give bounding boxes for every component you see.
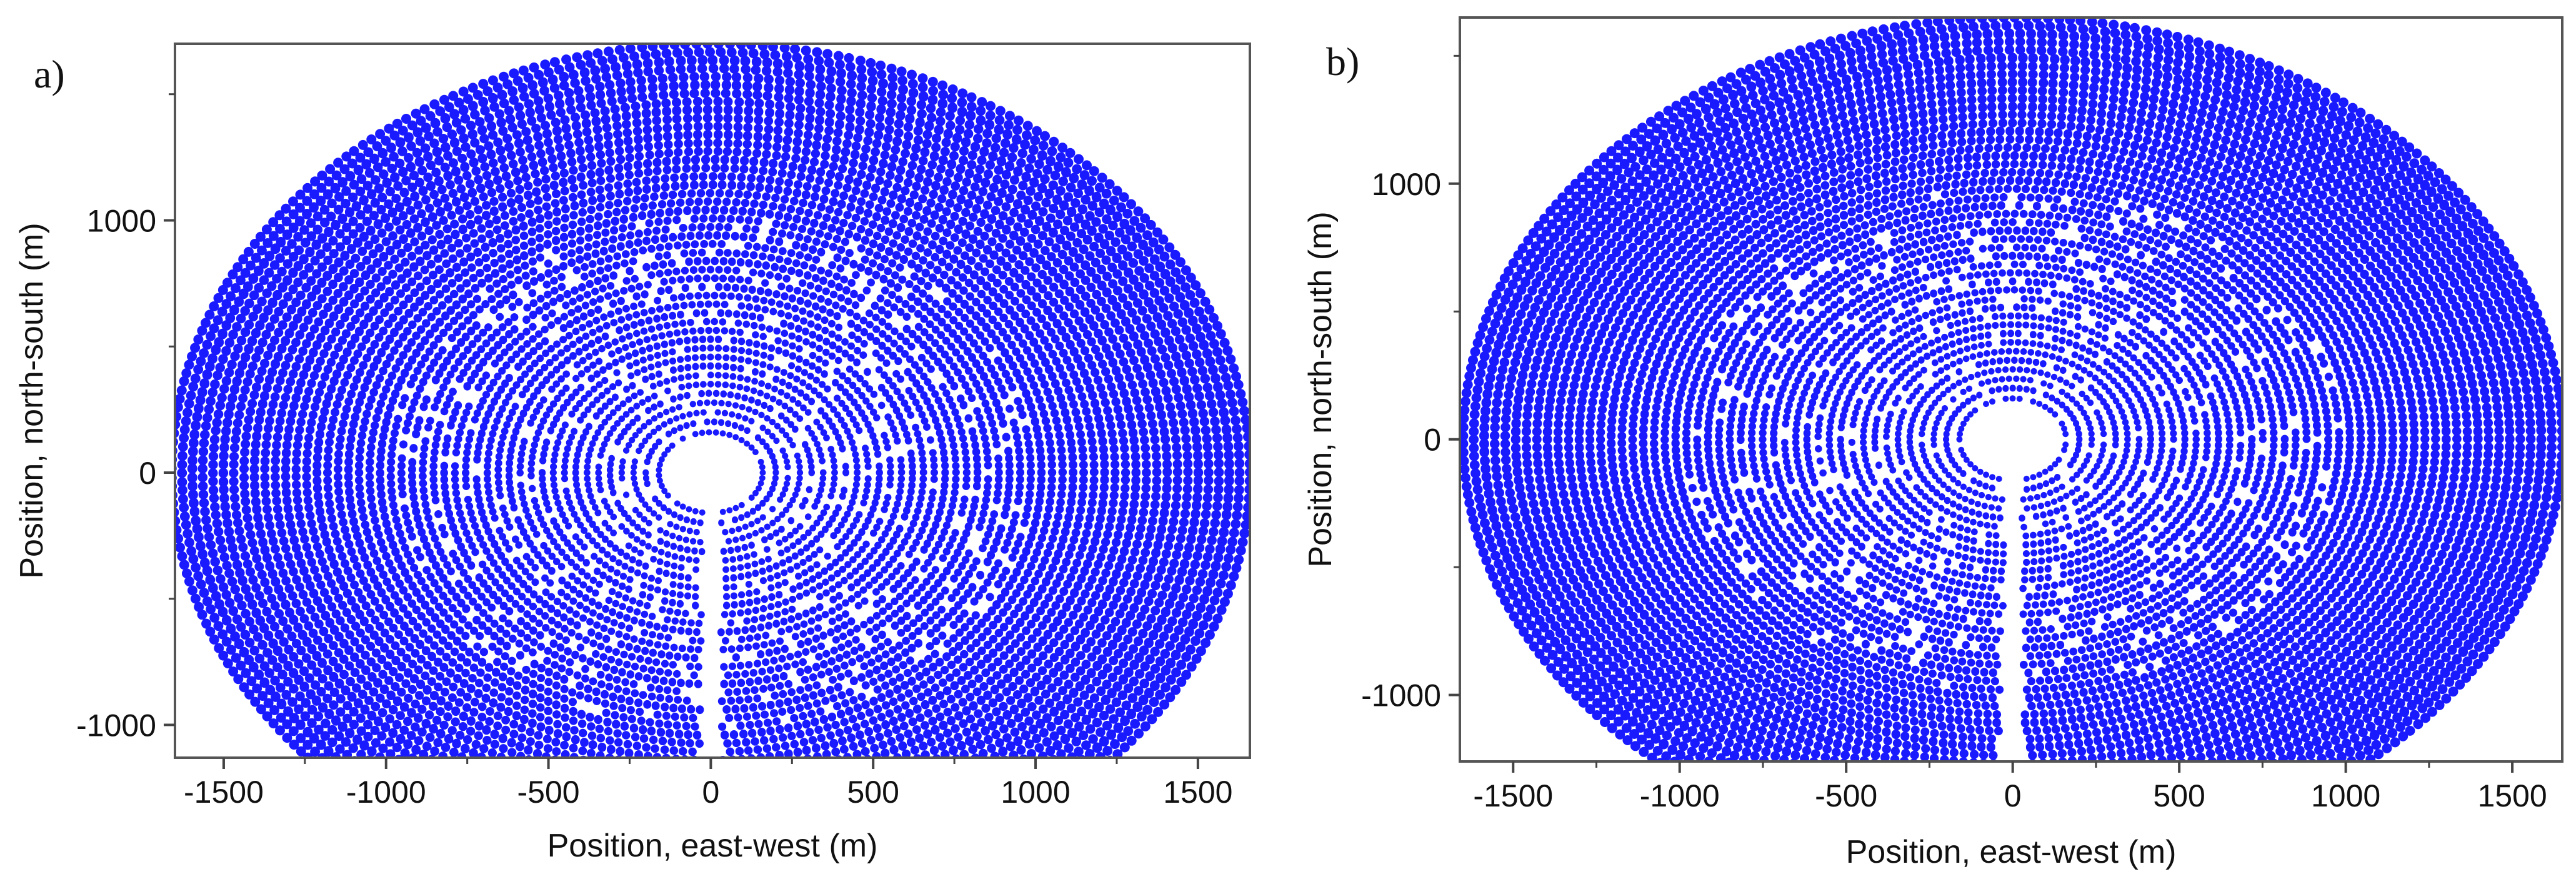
x-tick-label: 1500 xyxy=(2477,778,2547,813)
x-tick-label: -1000 xyxy=(1640,778,1720,813)
x-tick-label: -500 xyxy=(1815,778,1877,813)
x-tick-label: -1000 xyxy=(346,775,426,810)
y-tick-label: 1000 xyxy=(1372,167,1441,202)
y-tick-label: 0 xyxy=(1424,423,1441,458)
x-tick-label: 1500 xyxy=(1163,775,1232,810)
x-tick-label: 1000 xyxy=(2311,778,2380,813)
y-tick-label: 0 xyxy=(139,456,156,491)
y-axis-title: Position, north-south (m) xyxy=(1302,211,1339,567)
chart-b-svg: b) -1500 -1000 -500 0 500 1000 1500 -1000 0 1000 P… xyxy=(1287,0,2576,879)
panel-label-b: b) xyxy=(1326,39,1359,84)
y-tick-label: -1000 xyxy=(1361,678,1441,713)
x-tick-label: 500 xyxy=(2153,778,2205,813)
x-tick-label: -500 xyxy=(517,775,580,810)
x-tick-label: -1500 xyxy=(1473,778,1553,813)
chart-panel-a: a) -1500 -1000 -500 0 500 1000 1500 -1000 0 1000 P… xyxy=(0,0,1287,879)
x-axis-title: Position, east-west (m) xyxy=(547,828,878,864)
x-axis-title: Position, east-west (m) xyxy=(1846,834,2177,870)
x-tick-label: 500 xyxy=(847,775,899,810)
x-tick-label: 0 xyxy=(2004,778,2022,813)
tower-hole xyxy=(1969,409,2056,470)
x-tick-label: -1500 xyxy=(184,775,264,810)
x-tick-label: 0 xyxy=(702,775,719,810)
panel-label-a: a) xyxy=(34,52,65,96)
y-tick-label: -1000 xyxy=(76,708,156,743)
chart-panel-b: b) -1500 -1000 -500 0 500 1000 1500 -1000 0 1000 P… xyxy=(1287,0,2576,879)
tower-hole xyxy=(669,443,753,502)
y-tick-label: 1000 xyxy=(87,203,156,238)
y-axis-title: Position, north-south (m) xyxy=(14,223,50,578)
x-tick-label: 1000 xyxy=(1001,775,1070,810)
chart-a-svg: a) -1500 -1000 -500 0 500 1000 1500 -1000 0 1000 P… xyxy=(0,0,1287,879)
